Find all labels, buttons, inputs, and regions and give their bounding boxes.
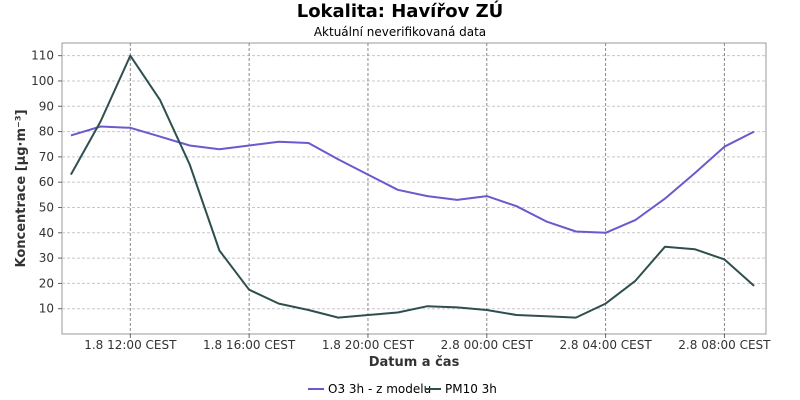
y-tick-label: 50 bbox=[39, 200, 54, 214]
y-axis-label: Koncentrace [µg·m⁻³] bbox=[14, 109, 29, 267]
y-axis-ticks: 10 20 30 40 50 60 70 80 90 100 110 bbox=[31, 49, 62, 316]
x-tick-label: 1.8 20:00 CEST bbox=[322, 338, 415, 352]
y-tick-label: 20 bbox=[39, 276, 54, 290]
y-tick-label: 40 bbox=[39, 226, 54, 240]
x-tick-label: 2.8 08:00 CEST bbox=[678, 338, 771, 352]
plot-area bbox=[61, 42, 767, 335]
grid-lines bbox=[62, 43, 766, 334]
series-lines bbox=[70, 54, 755, 319]
y-tick-label: 10 bbox=[39, 302, 54, 316]
x-tick-label: 2.8 00:00 CEST bbox=[441, 338, 534, 352]
y-tick-label: 70 bbox=[39, 150, 54, 164]
y-tick-label: 90 bbox=[39, 99, 54, 113]
y-tick-label: 60 bbox=[39, 175, 54, 189]
chart-subtitle: Aktuální neverifikovaná data bbox=[313, 25, 487, 39]
series-line-1 bbox=[70, 125, 755, 234]
x-axis-ticks: 1.8 12:00 CEST 1.8 16:00 CEST 1.8 20:00 CE… bbox=[84, 334, 771, 352]
series-line-2 bbox=[70, 54, 755, 319]
legend-label-1: O3 3h - z modelu bbox=[328, 382, 431, 396]
chart-title: Lokalita: Havířov ZÚ bbox=[296, 1, 504, 22]
legend: O3 3h - z modelu PM10 3h bbox=[308, 382, 497, 396]
x-tick-label: 1.8 12:00 CEST bbox=[84, 338, 177, 352]
x-tick-label: 1.8 16:00 CEST bbox=[203, 338, 296, 352]
x-tick-label: 2.8 04:00 CEST bbox=[559, 338, 652, 352]
y-tick-label: 100 bbox=[31, 74, 54, 88]
x-axis-label: Datum a čas bbox=[369, 355, 460, 370]
y-tick-label: 110 bbox=[31, 49, 54, 63]
y-tick-label: 80 bbox=[39, 125, 54, 139]
y-tick-label: 30 bbox=[39, 251, 54, 265]
legend-label-2: PM10 3h bbox=[445, 382, 497, 396]
